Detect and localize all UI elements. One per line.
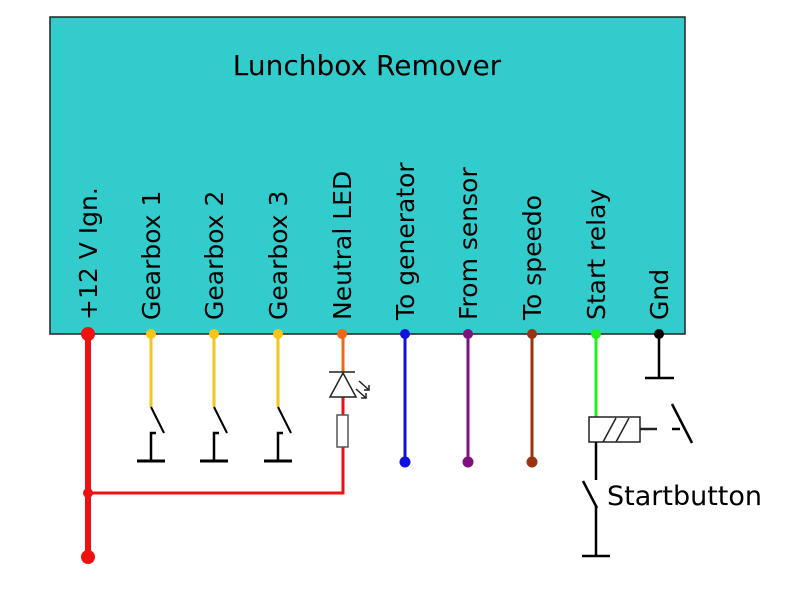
startbutton-label: Startbutton bbox=[607, 481, 762, 512]
pin-label: Neutral LED bbox=[328, 171, 357, 320]
pin-dot bbox=[81, 327, 95, 341]
gearbox-switch-icon bbox=[137, 334, 165, 463]
pin-dot bbox=[654, 329, 664, 339]
pin-label: Start relay bbox=[582, 189, 611, 320]
gearbox-switch-icon bbox=[264, 334, 292, 463]
signal-terminal bbox=[526, 456, 538, 468]
ignition-terminal bbox=[81, 550, 95, 564]
module-box bbox=[49, 16, 686, 335]
junction-dot bbox=[83, 488, 93, 498]
pin-dot bbox=[273, 329, 283, 339]
pin-dot bbox=[527, 329, 537, 339]
pin-label: Gearbox 3 bbox=[264, 191, 293, 320]
pin-label: To speedo bbox=[518, 195, 547, 321]
led-icon bbox=[328, 371, 370, 399]
pin-dot bbox=[591, 329, 601, 339]
pin-label: From sensor bbox=[454, 167, 483, 320]
resistor-icon bbox=[336, 414, 349, 448]
signal-terminal bbox=[462, 456, 474, 468]
pin-label: +12 V Ign. bbox=[74, 187, 103, 320]
gearbox-switch-icon bbox=[200, 334, 228, 463]
relay-icon bbox=[588, 416, 657, 443]
ground-icon bbox=[645, 334, 674, 380]
ignition-wire bbox=[85, 334, 345, 557]
pin-dot bbox=[463, 329, 473, 339]
relay-contact-icon bbox=[670, 403, 694, 444]
module-title: Lunchbox Remover bbox=[233, 49, 502, 82]
pin-label: Gearbox 2 bbox=[200, 191, 229, 320]
pin-dot bbox=[146, 329, 156, 339]
pin-dot bbox=[209, 329, 219, 339]
pin-label: Gearbox 1 bbox=[137, 191, 166, 320]
pin-dot bbox=[337, 329, 347, 339]
pin-label: To generator bbox=[391, 162, 420, 321]
pin-dot bbox=[400, 329, 410, 339]
signal-terminal bbox=[399, 456, 411, 468]
startbutton-switch-icon bbox=[581, 442, 610, 558]
pin-label: Gnd bbox=[645, 269, 674, 320]
